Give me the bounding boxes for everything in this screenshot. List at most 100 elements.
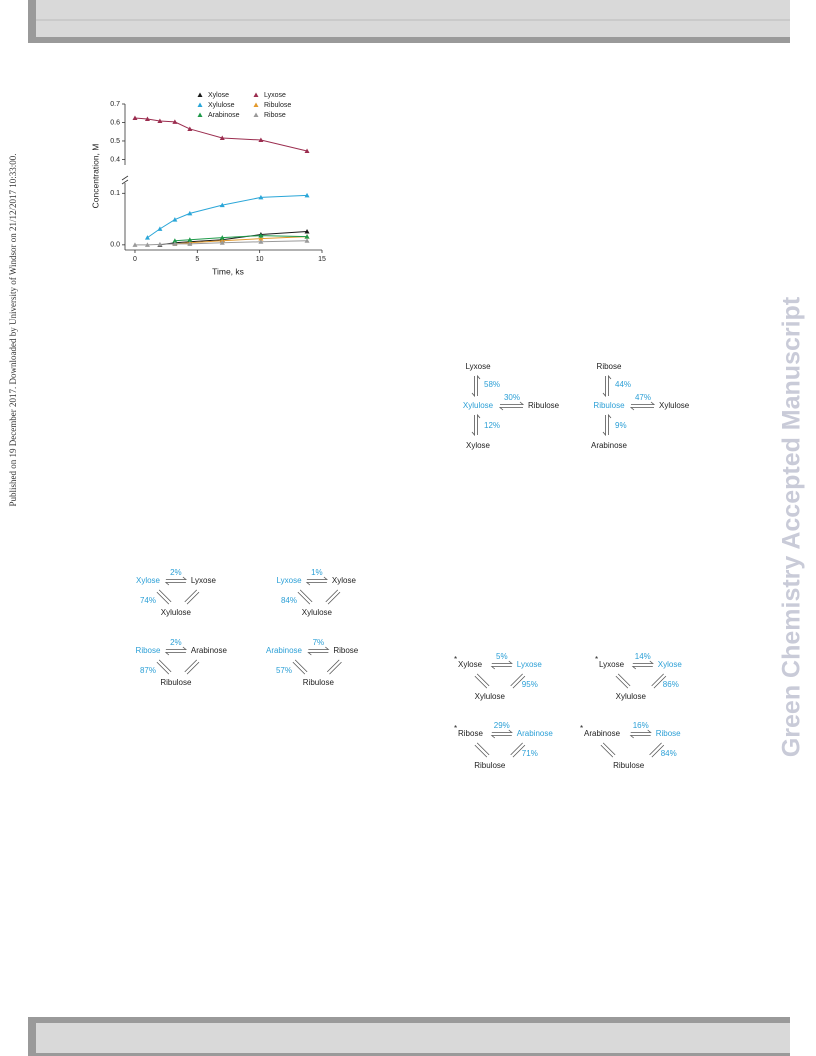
percentage: 30% xyxy=(504,393,520,402)
percentage: 87% xyxy=(140,666,156,675)
species: Arabinose xyxy=(591,441,628,450)
data-point xyxy=(172,241,178,246)
species: Ribulose xyxy=(303,678,335,687)
species: Arabinose xyxy=(584,729,621,738)
species: Ribulose xyxy=(593,401,625,410)
species: Xylulose xyxy=(302,608,333,617)
species: Xylose xyxy=(136,576,161,585)
equilibrium-arrow xyxy=(184,659,200,675)
equilibrium-arrow xyxy=(184,589,200,605)
legend-marker xyxy=(197,92,203,97)
data-point xyxy=(187,210,193,216)
x-tick-label: 0 xyxy=(133,256,137,263)
species: Lyxose xyxy=(517,660,543,669)
data-point xyxy=(219,202,225,208)
percentage: 9% xyxy=(615,421,627,430)
equilibrium-arrow xyxy=(474,673,490,689)
footer-panel xyxy=(36,1023,790,1053)
equilibrium-arrow xyxy=(471,374,481,398)
legend-marker xyxy=(197,102,203,107)
equilibrium-arrow xyxy=(164,646,188,656)
species: Ribulose xyxy=(528,401,560,410)
species: Xylulose xyxy=(475,692,506,701)
species: Ribose xyxy=(333,646,358,655)
legend-marker xyxy=(253,92,259,97)
percentage: 7% xyxy=(313,638,325,647)
equilibrium-arrow xyxy=(490,729,513,739)
equilibrium-arrow xyxy=(326,659,342,675)
y-tick-label: 0.7 xyxy=(110,101,120,108)
equilibrium-arrow xyxy=(510,673,526,689)
species: Lyxose xyxy=(276,576,302,585)
data-point xyxy=(172,217,178,222)
species: Xylulose xyxy=(161,608,192,617)
legend-marker xyxy=(197,112,203,117)
data-point xyxy=(144,235,150,240)
species: Xylose xyxy=(332,576,357,585)
equilibrium-arrow xyxy=(297,589,313,605)
species: Ribulose xyxy=(613,761,645,770)
data-point xyxy=(172,119,178,124)
data-point xyxy=(304,192,310,198)
marker: * xyxy=(454,724,457,733)
data-point xyxy=(187,237,193,242)
data-point xyxy=(219,135,225,141)
percentage: 44% xyxy=(615,380,631,389)
species: Lyxose xyxy=(191,576,217,585)
data-point xyxy=(304,228,310,234)
species: Xylose xyxy=(658,660,683,669)
equilibrium-arrow xyxy=(305,576,329,586)
equilibrium-arrow xyxy=(292,659,308,675)
data-point xyxy=(157,226,163,231)
percentage: 16% xyxy=(633,721,649,730)
data-point xyxy=(219,235,225,240)
species: Xylulose xyxy=(659,401,690,410)
percentage: 57% xyxy=(276,666,292,675)
axis-break xyxy=(121,175,129,185)
series-line xyxy=(159,230,308,246)
marker: * xyxy=(454,655,457,664)
equilibrium-arrow xyxy=(651,673,667,689)
percentage: 12% xyxy=(484,421,500,430)
x-tick-label: 5 xyxy=(195,256,199,263)
percentage: 86% xyxy=(663,680,679,689)
data-point xyxy=(304,148,310,153)
species: Ribose xyxy=(458,729,483,738)
data-point xyxy=(258,236,264,241)
species: Lyxose xyxy=(465,362,491,371)
side-note: Published on 19 December 2017. Downloade… xyxy=(8,154,18,507)
equilibrium-arrow xyxy=(471,413,481,437)
percentage: 5% xyxy=(496,652,508,661)
equilibrium-arrow xyxy=(615,673,631,689)
species: Xylulose xyxy=(463,401,494,410)
watermark: Green Chemistry Accepted Manuscript xyxy=(778,296,806,757)
y-tick-label: 0.5 xyxy=(110,138,120,145)
data-point xyxy=(144,242,150,247)
percentage: 95% xyxy=(522,680,538,689)
data-point xyxy=(187,126,193,131)
data-point xyxy=(157,118,163,124)
y-tick-label: 0.0 xyxy=(110,242,120,249)
species: Lyxose xyxy=(599,660,625,669)
percentage: 2% xyxy=(170,638,182,647)
equilibrium-arrow xyxy=(498,401,525,411)
legend-label: Xylose xyxy=(208,92,229,99)
species: Ribulose xyxy=(160,678,192,687)
equilibrium-arrow xyxy=(631,660,654,670)
species: Xylose xyxy=(466,441,491,450)
percentage: 29% xyxy=(494,721,510,730)
y-tick-label: 0.6 xyxy=(110,119,120,126)
percentage: 84% xyxy=(661,749,677,758)
species: Xylulose xyxy=(616,692,647,701)
equilibrium-arrow xyxy=(602,413,612,437)
legend-marker xyxy=(253,112,259,117)
equilibrium-arrow xyxy=(307,646,330,656)
percentage: 1% xyxy=(311,568,323,577)
percentage: 58% xyxy=(484,380,500,389)
data-point xyxy=(258,194,264,200)
data-point xyxy=(157,241,163,247)
data-point xyxy=(144,116,150,121)
header-panel xyxy=(36,0,790,37)
data-point xyxy=(172,238,178,243)
